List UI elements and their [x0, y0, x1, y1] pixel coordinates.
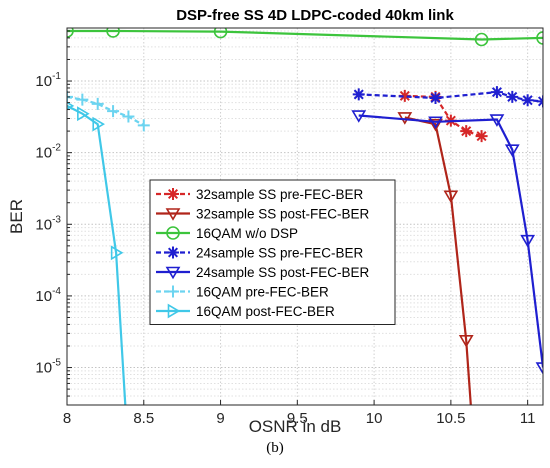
legend-label: 24sample SS post-FEC-BER — [196, 265, 370, 280]
legend-item: 16QAM pre-FEC-BER — [156, 285, 329, 300]
series-24sample-ss-pre-fec-ber — [352, 86, 543, 108]
data-point — [521, 94, 534, 107]
legend-item: 24sample SS pre-FEC-BER — [156, 246, 364, 261]
data-point — [91, 97, 104, 110]
figure-caption: (b) — [266, 440, 284, 456]
data-point — [535, 362, 543, 375]
plot-frame — [66, 27, 544, 406]
x-tick-label: 9 — [216, 410, 224, 427]
data-point — [443, 190, 459, 204]
x-tick-label: 10.5 — [436, 410, 465, 427]
y-tick-label: 10-2 — [35, 143, 61, 162]
data-point — [428, 116, 443, 130]
data-point — [106, 28, 120, 38]
chart-title: DSP-free SS 4D LDPC-coded 40km link — [176, 7, 454, 24]
series-16qam-w-o-dsp — [67, 28, 543, 47]
x-tick-label: 10 — [366, 410, 383, 427]
y-tick-label: 10-3 — [35, 214, 61, 233]
series-24sample-ss-post-fec-ber — [351, 110, 543, 375]
legend-label: 24sample SS pre-FEC-BER — [196, 246, 364, 261]
legend-item: 32sample SS pre-FEC-BER — [156, 187, 364, 202]
data-point — [429, 91, 442, 104]
data-point — [122, 110, 135, 123]
data-point — [460, 125, 473, 138]
legend-marker — [167, 285, 179, 298]
legend-label: 16QAM w/o DSP — [196, 226, 298, 241]
data-point — [520, 234, 536, 248]
legend-box — [149, 179, 396, 325]
data-series — [67, 28, 543, 405]
data-point — [76, 93, 89, 106]
data-point — [398, 89, 411, 102]
y-tick-label: 10-5 — [35, 358, 61, 377]
legend: 32sample SS pre-FEC-BER 32sample SS post-… — [149, 179, 396, 325]
data-point — [474, 32, 489, 47]
legend-marker — [167, 188, 179, 200]
data-point — [67, 90, 73, 103]
data-point — [489, 114, 505, 127]
axis-ticks: 8 8.5 9 9.5 10 10.5 11 10-5 10-4 10-3 10-2 10-1 — [35, 30, 536, 427]
data-point — [77, 106, 90, 122]
x-tick-label: 8.5 — [133, 410, 154, 427]
data-point — [352, 88, 365, 101]
series-line — [358, 114, 543, 368]
data-point — [504, 144, 520, 157]
legend-item: 16QAM w/o DSP — [156, 226, 298, 241]
legend-marker — [167, 246, 179, 259]
y-axis-label: BER — [7, 199, 26, 234]
data-point — [458, 335, 474, 348]
data-point — [351, 110, 367, 123]
data-point — [137, 119, 150, 132]
legend-marker — [165, 208, 181, 221]
x-tick-label: 9.5 — [287, 410, 308, 427]
data-point — [213, 28, 228, 39]
x-axis-label: OSNR in dB — [249, 417, 342, 436]
legend-marker — [166, 226, 180, 240]
legend-marker — [165, 266, 181, 280]
legend-marker — [167, 303, 181, 319]
legend-label: 32sample SS post-FEC-BER — [196, 207, 370, 222]
data-point — [428, 118, 443, 132]
y-tick-label: 10-4 — [35, 286, 61, 305]
series-16qam-pre-fec-ber — [67, 90, 150, 132]
legend-label: 16QAM post-FEC-BER — [196, 304, 335, 319]
legend-item: 16QAM post-FEC-BER — [156, 303, 335, 319]
x-tick-label: 11 — [520, 410, 536, 427]
ber-chart: 8 8.5 9 9.5 10 10.5 11 10-5 10-4 10-3 10-2 10-1 DSP… — [7, 7, 544, 436]
data-point — [107, 105, 120, 118]
data-point — [92, 116, 105, 132]
data-point — [490, 86, 503, 99]
legend-item: 24sample SS post-FEC-BER — [156, 265, 370, 280]
data-point — [506, 90, 519, 103]
y-tick-label: 10-1 — [35, 71, 61, 90]
legend-item: 32sample SS post-FEC-BER — [156, 207, 370, 222]
data-point — [475, 130, 488, 143]
x-tick-label: 8 — [63, 410, 71, 427]
data-point — [536, 31, 543, 45]
data-point — [110, 245, 124, 261]
legend-label: 32sample SS pre-FEC-BER — [196, 187, 364, 202]
series-line — [67, 95, 145, 127]
legend-label: 16QAM pre-FEC-BER — [196, 285, 329, 300]
data-point — [67, 28, 74, 38]
series-line — [67, 29, 543, 41]
